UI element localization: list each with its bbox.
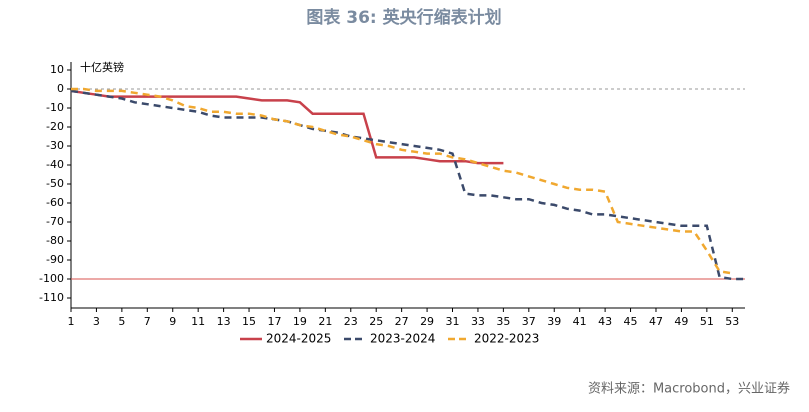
x-tick-label: 1 [68,315,75,328]
series-line [70,89,745,281]
legend-label: 2022-2023 [474,332,539,346]
y-tick-label: -20 [46,120,64,133]
y-tick-label: -100 [39,272,64,285]
y-tick-label: -110 [39,291,64,304]
source-note: 资料来源：Macrobond，兴业证券 [588,381,790,397]
x-tick-label: 23 [344,315,358,328]
x-tick-label: 9 [169,315,176,328]
y-tick-label: -50 [46,177,64,190]
x-tick-label: 5 [118,315,125,328]
x-tick-label: 17 [267,315,281,328]
x-tick-label: 27 [395,315,409,328]
y-tick-label: 0 [57,82,64,95]
x-tick-label: 51 [700,315,714,328]
series-line [70,89,504,165]
x-tick-label: 41 [573,315,587,328]
x-tick-label: 47 [649,315,663,328]
x-tick-label: 43 [598,315,612,328]
y-axis-label: 十亿英镑 [80,60,124,74]
x-tick-label: 29 [420,315,434,328]
x-tick-label: 35 [496,315,510,328]
x-tick-label: 49 [674,315,688,328]
x-tick-label: 15 [242,315,256,328]
x-tick-label: 37 [522,315,536,328]
legend-label: 2024-2025 [266,332,331,346]
chart-title: 图表 36: 英央行缩表计划 [306,7,501,28]
x-tick-label: 33 [471,315,485,328]
x-tick-label: 21 [318,315,332,328]
x-tick-label: 11 [191,315,205,328]
y-tick-label: -10 [46,101,64,114]
x-tick-label: 31 [446,315,460,328]
y-tick-label: -90 [46,253,64,266]
legend-label: 2023-2024 [370,332,435,346]
x-tick-label: 39 [547,315,561,328]
x-tick-label: 45 [624,315,638,328]
x-tick-label: 53 [725,315,739,328]
x-tick-label: 19 [293,315,307,328]
y-tick-label: -70 [46,215,64,228]
y-tick-label: -40 [46,158,64,171]
x-tick-label: 13 [217,315,231,328]
y-tick-label: 10 [50,63,64,76]
x-tick-label: 7 [144,315,151,328]
series-line [71,87,733,275]
y-tick-label: -80 [46,234,64,247]
x-tick-label: 3 [93,315,100,328]
y-tick-label: -30 [46,139,64,152]
y-tick-label: -60 [46,196,64,209]
x-tick-label: 25 [369,315,383,328]
